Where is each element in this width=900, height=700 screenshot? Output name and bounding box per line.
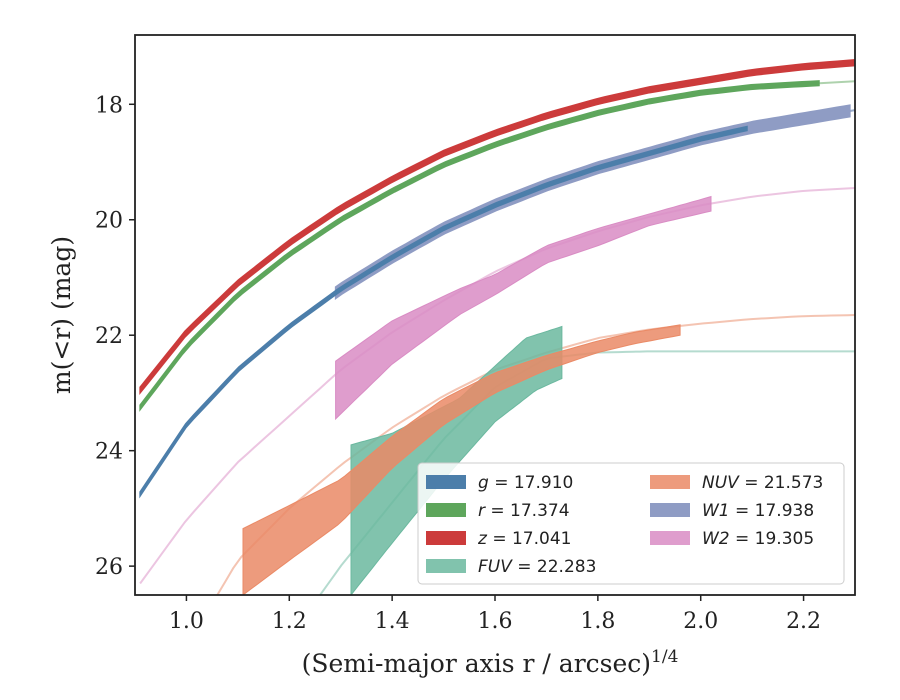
legend-label-fuv: FUV = 22.283 bbox=[478, 557, 596, 577]
legend-frame bbox=[417, 462, 845, 585]
x-tick-label: 1.8 bbox=[580, 609, 615, 634]
x-tick-label: 1.2 bbox=[272, 609, 307, 634]
x-tick-label: 2.2 bbox=[786, 609, 821, 634]
data-band-z bbox=[139, 59, 855, 396]
model-curve-z bbox=[139, 61, 855, 391]
data-band-w1 bbox=[334, 104, 851, 300]
model-curve-g bbox=[139, 109, 855, 495]
legend-label-g: g = 17.910 bbox=[478, 473, 573, 493]
legend-item-z: z = 17.041 bbox=[426, 529, 571, 549]
y-axis-label: m(<r) (mag) bbox=[47, 236, 76, 394]
legend-label-r: r = 17.374 bbox=[478, 501, 570, 521]
legend-swatch-z bbox=[426, 531, 466, 545]
legend-swatch-w1 bbox=[650, 503, 690, 517]
legend-label-z: z = 17.041 bbox=[477, 529, 571, 549]
y-axis-ticks: 18 20 22 24 26 bbox=[95, 93, 135, 580]
legend: g = 17.910 r = 17.374 z = 17.041 FUV = 22.2… bbox=[417, 462, 845, 585]
data-band-g bbox=[139, 125, 748, 499]
y-tick-label: 22 bbox=[95, 324, 123, 349]
x-tick-label: 2.0 bbox=[683, 609, 718, 634]
x-axis-ticks: 1.0 1.2 1.4 1.6 1.8 2.0 2.2 bbox=[169, 595, 821, 634]
data-band-nuv bbox=[242, 324, 681, 595]
x-tick-label: 1.0 bbox=[169, 609, 204, 634]
y-tick-label: 20 bbox=[95, 209, 123, 234]
y-tick-label: 26 bbox=[95, 555, 123, 580]
legend-swatch-w2 bbox=[650, 531, 690, 545]
x-tick-label: 1.4 bbox=[375, 609, 410, 634]
model-curve-w2 bbox=[139, 187, 855, 585]
plot-area bbox=[139, 59, 855, 595]
legend-item-fuv: FUV = 22.283 bbox=[426, 557, 596, 577]
legend-item-w1: W1 = 17.938 bbox=[650, 501, 814, 521]
legend-swatch-r bbox=[426, 503, 466, 517]
legend-swatch-nuv bbox=[650, 475, 690, 489]
legend-swatch-g bbox=[426, 475, 466, 489]
model-curve-w1 bbox=[139, 109, 855, 495]
legend-label-w1: W1 = 17.938 bbox=[702, 501, 814, 521]
legend-item-r: r = 17.374 bbox=[426, 501, 570, 521]
legend-label-w2: W2 = 19.305 bbox=[702, 529, 814, 549]
legend-swatch-fuv bbox=[426, 559, 466, 573]
data-band-r bbox=[139, 80, 820, 412]
y-tick-label: 18 bbox=[95, 93, 123, 118]
legend-item-w2: W2 = 19.305 bbox=[650, 529, 814, 549]
legend-item-nuv: NUV = 21.573 bbox=[650, 473, 823, 493]
y-tick-label: 24 bbox=[95, 440, 123, 465]
legend-item-g: g = 17.910 bbox=[426, 473, 573, 493]
x-axis-label: (Semi-major axis r / arcsec)1/4 bbox=[302, 647, 679, 678]
x-tick-label: 1.6 bbox=[478, 609, 513, 634]
legend-label-nuv: NUV = 21.573 bbox=[702, 473, 823, 493]
data-band-w2 bbox=[335, 195, 712, 421]
data-bands bbox=[139, 59, 855, 595]
